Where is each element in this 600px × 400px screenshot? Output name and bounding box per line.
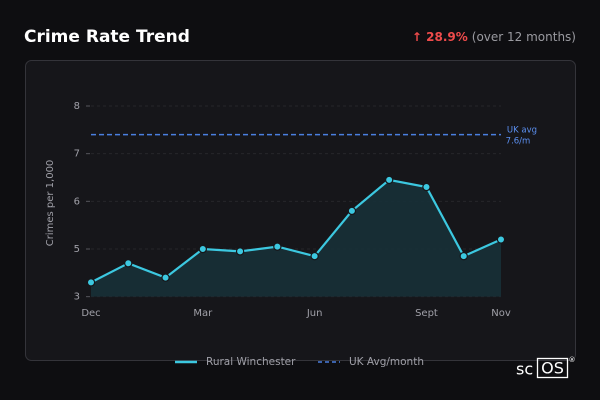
marker [198, 244, 208, 254]
change-summary: ↑ 28.9% (over 12 months) [412, 30, 576, 44]
marker [86, 278, 96, 287]
x-tick-label: Mar [193, 308, 213, 319]
brand-box [536, 357, 569, 379]
marker [273, 242, 282, 251]
chart-title: Crime Rate Trend [24, 27, 190, 47]
marker [124, 259, 133, 268]
marker [384, 175, 394, 185]
marker [161, 273, 170, 282]
y-tick-label: 5 [74, 244, 80, 255]
x-tick-label: Nov [491, 308, 511, 319]
marker [347, 206, 357, 216]
brand-mark: ® [569, 356, 576, 364]
change: ↑ 28.9% [412, 30, 468, 44]
annotation: UK avg [507, 126, 537, 136]
area [91, 179, 501, 297]
marker [459, 251, 468, 261]
legend-label: Rural Winchester [206, 356, 296, 368]
brand-logo: OS [541, 359, 564, 378]
brand-logo: sc [516, 360, 533, 379]
line [90, 178, 502, 284]
legend-label: UK Avg/month [349, 356, 424, 368]
y-axis-label: Crimes per 1,000 [45, 160, 56, 247]
y-tick-label: 8 [74, 101, 80, 112]
change-period: (over 12 months) [472, 30, 576, 44]
x-tick-label: Dec [81, 308, 100, 319]
y-tick-label: 3 [74, 292, 80, 303]
marker [422, 182, 431, 192]
x-tick-label: Jun [306, 308, 323, 319]
y-tick-label: 7 [74, 149, 80, 160]
annotation: 7.6/m [506, 137, 531, 147]
y-tick-label: 6 [74, 196, 80, 207]
marker [496, 235, 506, 244]
x-tick-label: Sept [415, 308, 438, 319]
marker [310, 251, 319, 261]
marker [235, 247, 245, 256]
